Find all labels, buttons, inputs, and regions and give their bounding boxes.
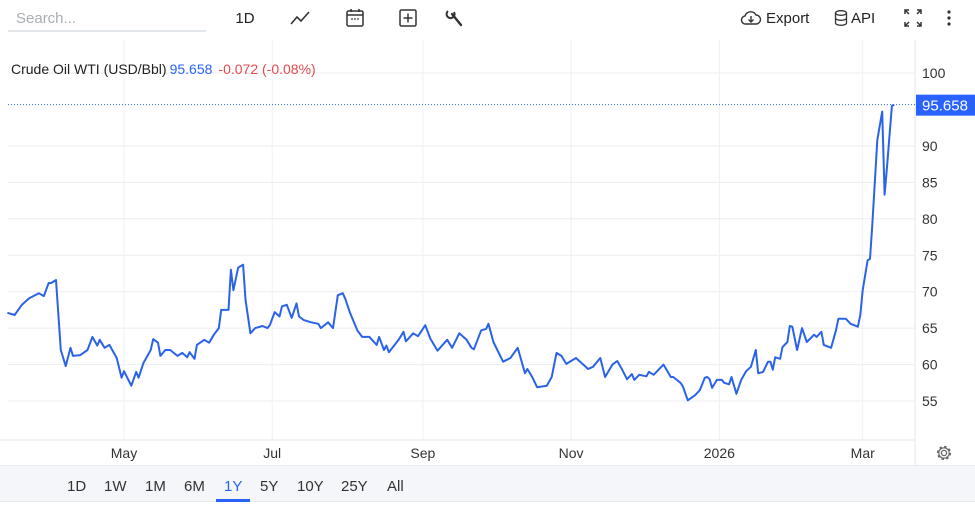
plus-square-icon[interactable] — [397, 6, 419, 30]
export-button[interactable]: Export — [740, 6, 809, 30]
api-label: API — [851, 9, 876, 27]
y-tick-label: 80 — [922, 211, 938, 227]
instrument-name: Crude Oil WTI (USD/Bbl) — [11, 61, 167, 77]
x-tick-label: Sep — [410, 445, 435, 461]
y-tick-label: 100 — [922, 65, 946, 81]
toolbar: 1D Export API — [0, 0, 975, 38]
y-tick-label: 60 — [922, 357, 938, 373]
y-tick-label: 55 — [922, 393, 938, 409]
range-button-all[interactable]: All — [387, 478, 404, 495]
last-price-tag-label: 95.658 — [922, 98, 968, 115]
last-price-tag — [916, 94, 975, 116]
x-tick-label: Jul — [263, 445, 281, 461]
interval-button[interactable]: 1D — [235, 9, 255, 27]
range-button-25y[interactable]: 25Y — [341, 478, 368, 495]
y-tick-label: 70 — [922, 284, 938, 300]
y-tick-label: 85 — [922, 174, 938, 190]
cloud-download-icon — [740, 11, 762, 25]
x-tick-label: Nov — [559, 445, 584, 461]
x-tick-label: May — [111, 445, 137, 461]
range-button-6m[interactable]: 6M — [184, 478, 205, 495]
y-tick-label: 65 — [922, 320, 938, 336]
fullscreen-icon[interactable] — [903, 6, 923, 30]
x-tick-label: 2026 — [704, 445, 735, 461]
price-change: -0.072 (-0.08%) — [218, 61, 316, 77]
api-button[interactable]: API — [834, 6, 875, 30]
y-tick-label: 90 — [922, 138, 938, 154]
wrench-icon[interactable] — [444, 6, 466, 30]
range-button-1m[interactable]: 1M — [145, 478, 166, 495]
range-button-1y[interactable]: 1Y — [215, 478, 251, 502]
range-button-10y[interactable]: 10Y — [297, 478, 324, 495]
x-tick-label: Mar — [851, 445, 875, 461]
price-series-line — [7, 103, 895, 402]
range-button-1d[interactable]: 1D — [67, 478, 87, 495]
database-icon — [834, 10, 848, 26]
calendar-icon[interactable] — [344, 6, 366, 30]
last-value: 95.658 — [169, 61, 213, 77]
export-label: Export — [766, 9, 810, 27]
more-vertical-icon[interactable] — [942, 6, 956, 30]
range-button-1w[interactable]: 1W — [104, 478, 127, 495]
search-input[interactable] — [8, 6, 206, 32]
y-tick-label: 75 — [922, 247, 938, 263]
line-chart-icon[interactable] — [288, 6, 312, 30]
chart-legend: Crude Oil WTI (USD/Bbl) 95.658 -0.072 (-0.… — [11, 61, 316, 77]
settings-gear-icon[interactable] — [935, 444, 953, 462]
range-selector: 1D 1W 1M 6M 1Y 5Y 10Y 25Y All — [0, 465, 975, 502]
range-button-5y[interactable]: 5Y — [260, 478, 279, 495]
